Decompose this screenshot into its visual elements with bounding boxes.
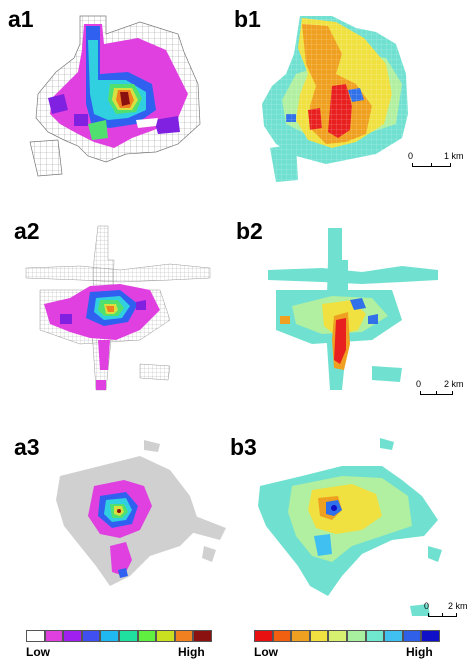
scale-bar-b1: 0 1 km [408, 150, 468, 174]
map-b1 [256, 14, 416, 184]
legend-swatch [402, 630, 422, 642]
map-b2 [268, 228, 438, 390]
legend-swatch [291, 630, 310, 642]
legend-b-high-label: High [406, 645, 433, 659]
legend-b-color-ramp [254, 630, 440, 642]
region-red [334, 318, 346, 364]
legend-swatch [44, 630, 64, 642]
grid-cross-horizontal [25, 263, 211, 283]
region-blue [350, 298, 366, 310]
panel-label-a1: a1 [8, 6, 34, 32]
legend-swatch [384, 630, 403, 642]
scale-distance-label: 1 km [444, 151, 464, 161]
legend-swatch [119, 630, 138, 642]
map-a2 [25, 225, 211, 391]
legend-swatch [26, 630, 45, 642]
panel-label-a2: a2 [14, 218, 40, 244]
region-dark [120, 92, 130, 106]
legend-swatch [328, 630, 347, 642]
legend-swatch [100, 630, 119, 642]
map-a1 [29, 15, 201, 177]
map-b3 [258, 438, 442, 616]
legend-swatch [193, 630, 212, 642]
panel-label-b1: b1 [234, 6, 261, 32]
legend-swatch [81, 630, 101, 642]
legend-swatch [156, 630, 175, 642]
panel-label-b3: b3 [230, 434, 257, 460]
legend-swatch [63, 630, 82, 642]
region-green [88, 120, 108, 140]
scale-zero-label: 0 [408, 151, 414, 161]
legend-a-low-label: Low [26, 645, 50, 659]
legend-swatch [174, 630, 194, 642]
legend-swatch [347, 630, 366, 642]
scale-distance-label: 2 km [448, 601, 468, 611]
legend-swatch [421, 630, 440, 642]
legend-swatch [309, 630, 329, 642]
panel-label-b2: b2 [236, 218, 263, 244]
map-a3 [56, 440, 226, 586]
legend-a-high-label: High [178, 645, 205, 659]
legend-b-low-label: Low [254, 645, 278, 659]
scale-zero-label: 0 [424, 601, 430, 611]
scale-distance-label: 2 km [444, 379, 464, 389]
panel-label-a3: a3 [14, 434, 40, 460]
legend-a-color-ramp [26, 630, 212, 642]
region-cyan-horizontal [268, 266, 438, 284]
scale-bar-b2: 0 2 km [416, 378, 472, 402]
scale-bar-b3: 0 2 km [424, 600, 474, 624]
legend-swatch [254, 630, 273, 642]
scale-zero-label: 0 [416, 379, 422, 389]
region-yellow [308, 484, 382, 534]
legend-swatch [365, 630, 385, 642]
legend-swatch [272, 630, 292, 642]
legend-swatch [137, 630, 157, 642]
region-orange [106, 306, 114, 312]
